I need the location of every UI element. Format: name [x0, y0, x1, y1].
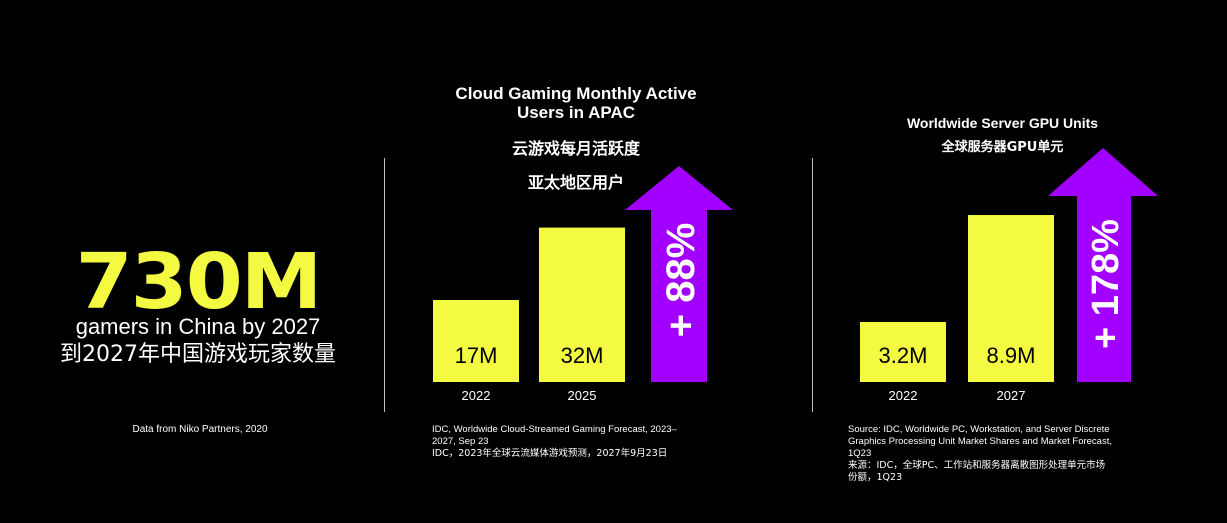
chart2-bar-2027 — [968, 215, 1054, 382]
chart1-bar-2022 — [433, 299, 519, 382]
chart1-source-note: IDC, Worldwide Cloud-Streamed Gaming For… — [432, 424, 732, 460]
chart1-value-label-2025: 32M — [561, 343, 604, 368]
chart1-plot: 17M 2022 32M 2025 — [433, 227, 625, 403]
chart2-growth-arrow — [1048, 148, 1158, 382]
chart1-title-zh-line2: 亚太地区用户 — [527, 173, 624, 192]
chart1-source-line-2: 2027, Sep 23 — [432, 436, 489, 447]
chart1-title-zh-line1: 云游戏每月活跃度 — [511, 139, 640, 158]
stat-source-note: Data from Niko Partners, 2020 — [132, 424, 268, 435]
chart1-bar-2025 — [539, 227, 625, 382]
chart2-source-line-1: Source: IDC, Worldwide PC, Workstation, … — [848, 424, 1110, 435]
chart2-category-label-2022: 2022 — [889, 388, 918, 403]
chart2-plot: 3.2M 2022 8.9M 2027 — [860, 215, 1054, 403]
chart2-source-line-4: 来源：IDC，全球PC、工作站和服务器离散图形处理单元市场 — [848, 460, 1106, 471]
divider-left — [384, 158, 385, 412]
chart2-bar-2022 — [860, 321, 946, 382]
chart2-source-note: Source: IDC, Worldwide PC, Workstation, … — [848, 424, 1158, 484]
headline-stat-label-zh: 到2027年中国游戏玩家数量 — [60, 342, 336, 367]
chart1-growth-arrow — [625, 166, 733, 382]
chart1-value-label-2022: 17M — [455, 343, 498, 368]
chart2-source-line-3: 1Q23 — [848, 448, 872, 459]
chart2-title-zh: 全球服务器GPU单元 — [941, 140, 1064, 155]
chart2-value-label-2027: 8.9M — [987, 343, 1036, 368]
chart2-growth-label: + 178% — [1085, 219, 1127, 349]
chart2-source-line-5: 份额，1Q23 — [848, 472, 903, 483]
chart2-title: Worldwide Server GPU Units — [906, 115, 1099, 131]
chart1-category-label-2022: 2022 — [462, 388, 491, 403]
headline-stat-value: 730M — [75, 238, 323, 327]
chart2-source-line-2: Graphics Processing Unit Market Shares a… — [848, 436, 1112, 447]
divider-right — [812, 158, 813, 412]
chart1-source-line-3: IDC，2023年全球云流媒体游戏预测，2027年9月23日 — [432, 448, 668, 459]
chart1-growth-label: + 88% — [659, 223, 703, 338]
headline-stat-label-en: gamers in China by 2027 — [75, 314, 321, 339]
chart1-title: Cloud Gaming Monthly Active Users in APA… — [455, 84, 697, 122]
chart2-category-label-2027: 2027 — [997, 388, 1026, 403]
chart1-source-line-1: IDC, Worldwide Cloud-Streamed Gaming For… — [432, 424, 677, 435]
chart1-category-label-2025: 2025 — [568, 388, 597, 403]
chart2-value-label-2022: 3.2M — [879, 343, 928, 368]
